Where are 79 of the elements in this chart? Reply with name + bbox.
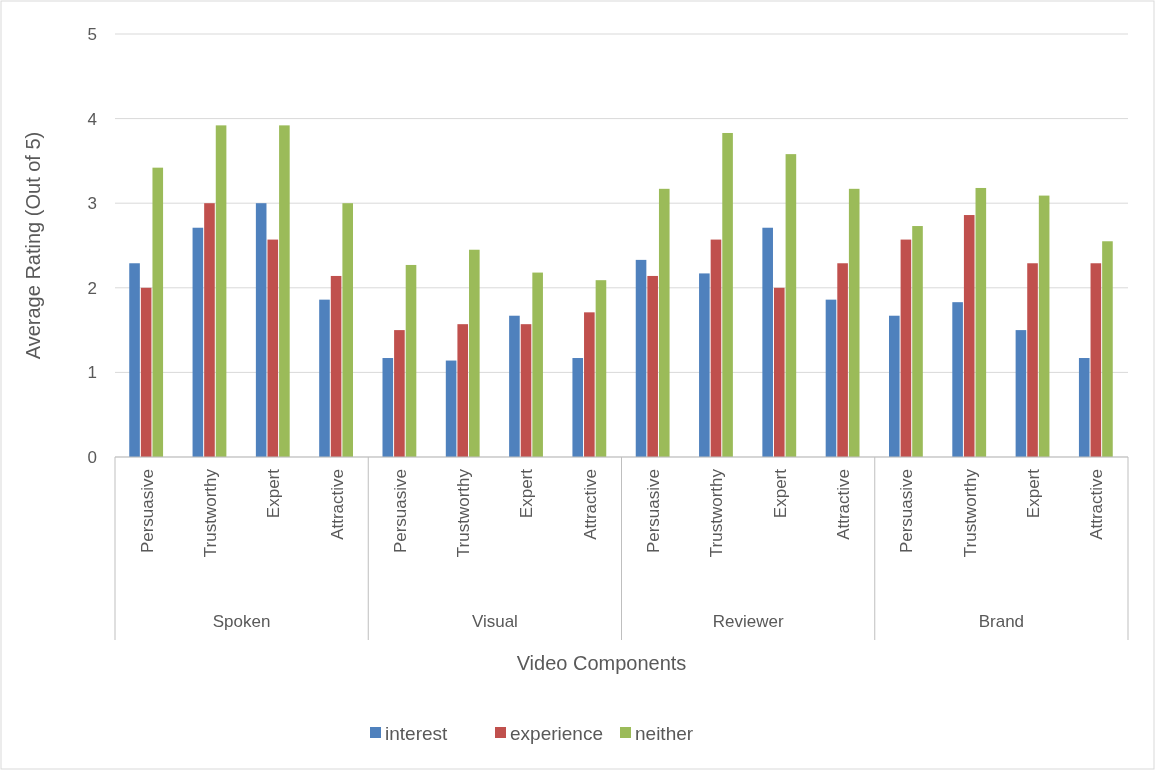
bar: [215, 125, 227, 457]
x-tick-label: Persuasive: [644, 469, 664, 554]
x-tick-label: Persuasive: [390, 469, 410, 554]
x-tick-label: Persuasive: [137, 469, 157, 554]
bar: [900, 239, 912, 457]
text: Spoken: [212, 612, 271, 631]
y-tick-label: 3: [87, 194, 97, 214]
bar: [140, 287, 152, 457]
bar: [722, 132, 733, 457]
bar: [912, 226, 923, 457]
bar: [889, 315, 900, 457]
bar: [129, 263, 140, 457]
bar: [595, 280, 607, 457]
bar: [1078, 358, 1090, 457]
x-tick-label: Attractive: [1087, 469, 1107, 540]
bar: [1015, 330, 1027, 457]
bar: [658, 188, 670, 457]
bar: [1027, 263, 1038, 457]
bar: [520, 324, 532, 457]
bar: [848, 188, 860, 457]
legend-label: interest: [385, 722, 449, 744]
bar: [319, 299, 330, 457]
bar: [445, 360, 457, 457]
bar: [837, 263, 848, 457]
x-tick-label: Persuasive: [897, 469, 917, 554]
bar: [963, 215, 975, 457]
bar: [394, 330, 405, 457]
x-tick-label: Expert: [264, 468, 284, 519]
bar: [975, 187, 987, 457]
x-tick-label: Expert: [1023, 468, 1043, 519]
bar: [382, 358, 394, 457]
y-tick-label: 0: [87, 447, 97, 467]
x-tick-label: Expert: [770, 468, 790, 519]
bar: [1102, 241, 1113, 457]
y-axis-title: Average Rating (Out of 5): [22, 131, 44, 360]
x-tick-label: Attractive: [327, 469, 347, 540]
bar: [825, 299, 837, 457]
legend-label: experience: [510, 722, 603, 744]
bar: [572, 358, 584, 457]
bar: [952, 302, 963, 457]
bar: [457, 324, 469, 457]
bar: [532, 272, 543, 457]
x-tick-label: Expert: [517, 468, 537, 519]
bar: [152, 167, 164, 457]
bar: [279, 125, 290, 457]
bar: [204, 203, 215, 457]
bar: [762, 227, 773, 457]
bar: [647, 275, 658, 457]
bar: [330, 275, 342, 457]
x-tick-label: Trustworthy: [454, 468, 474, 558]
legend-label: neither: [635, 722, 694, 744]
bar: [773, 287, 785, 457]
y-tick-label: 2: [87, 278, 97, 298]
y-tick-label: 1: [87, 363, 97, 383]
bar: [785, 154, 797, 457]
bar: [405, 264, 417, 457]
x-tick-label: Attractive: [834, 469, 854, 540]
bar: [469, 249, 480, 457]
y-tick-label: 4: [87, 109, 97, 129]
text: Brand: [978, 612, 1025, 631]
bar: [192, 227, 204, 457]
y-tick-label: 5: [87, 24, 97, 44]
x-axis-title: Video Components: [516, 652, 687, 674]
bar: [267, 239, 279, 457]
x-tick-label: Trustworthy: [707, 468, 727, 558]
bar: [509, 315, 520, 457]
bar: [1090, 263, 1102, 457]
bar: [699, 273, 710, 457]
bar: [1038, 195, 1050, 457]
bar: [342, 203, 353, 457]
bar: [635, 259, 647, 457]
x-tick-label: Attractive: [580, 469, 600, 540]
bar: [710, 239, 722, 457]
x-tick-label: Trustworthy: [960, 468, 980, 558]
x-tick-label: Trustworthy: [200, 468, 220, 558]
text: Reviewer: [712, 612, 784, 631]
bar: [584, 312, 595, 457]
text: Visual: [471, 612, 518, 631]
bar: [255, 203, 267, 457]
